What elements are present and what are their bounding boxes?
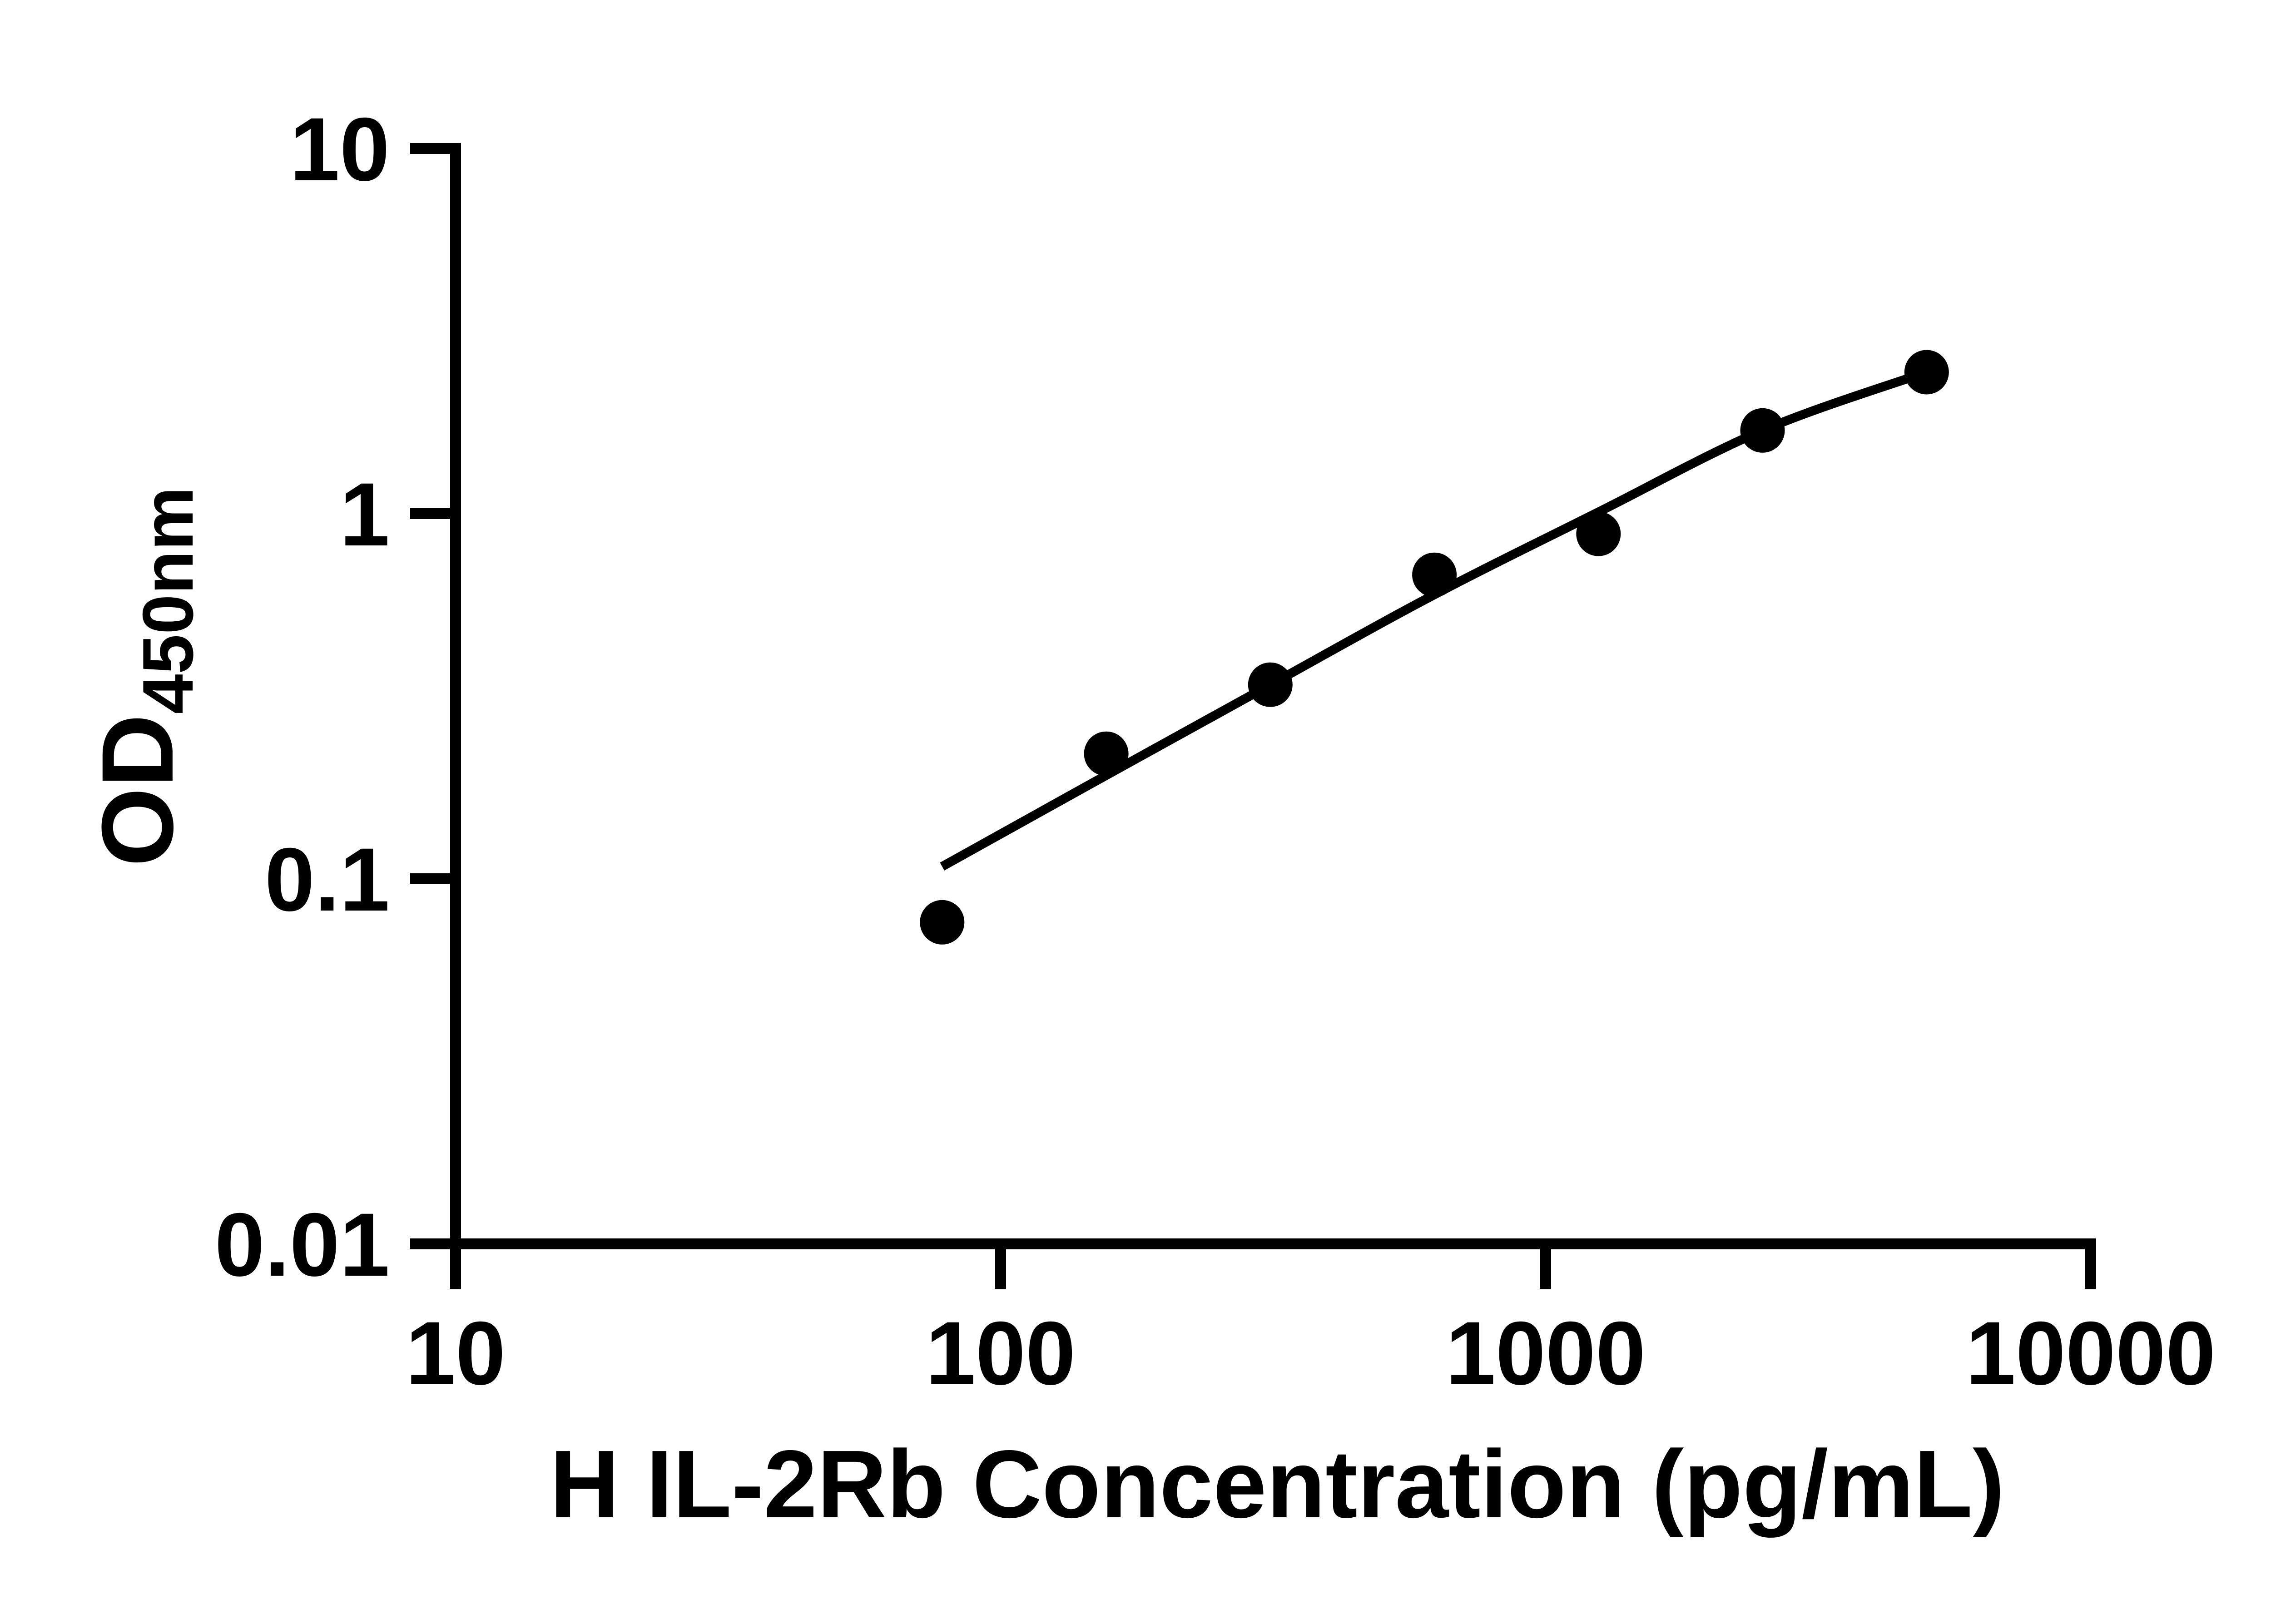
x-tick-label: 1000 [1446, 1303, 1646, 1403]
data-point [1576, 511, 1621, 556]
data-point [920, 900, 965, 945]
fit-curve [940, 368, 1929, 871]
y-axis-title-subscript: 450nm [128, 486, 208, 714]
x-tick-label: 100 [926, 1303, 1076, 1403]
y-tick-label: 1 [340, 464, 390, 564]
x-axis-title: H IL-2Rb Concentration (pg/mL) [550, 1430, 2005, 1538]
data-point [1740, 408, 1785, 453]
y-axis-title: OD450nm [79, 487, 209, 867]
x-tick-label: 10000 [1966, 1303, 2216, 1403]
data-point [1084, 731, 1129, 776]
x-tick-label: 10 [406, 1303, 506, 1403]
data-point [1412, 552, 1457, 597]
y-axis-title-main: OD [80, 714, 194, 867]
y-tick-label: 0.1 [265, 829, 390, 930]
data-point [1904, 350, 1949, 395]
y-tick-label: 0.01 [215, 1194, 390, 1295]
y-tick-label: 10 [290, 99, 390, 199]
data-point [1248, 662, 1293, 707]
